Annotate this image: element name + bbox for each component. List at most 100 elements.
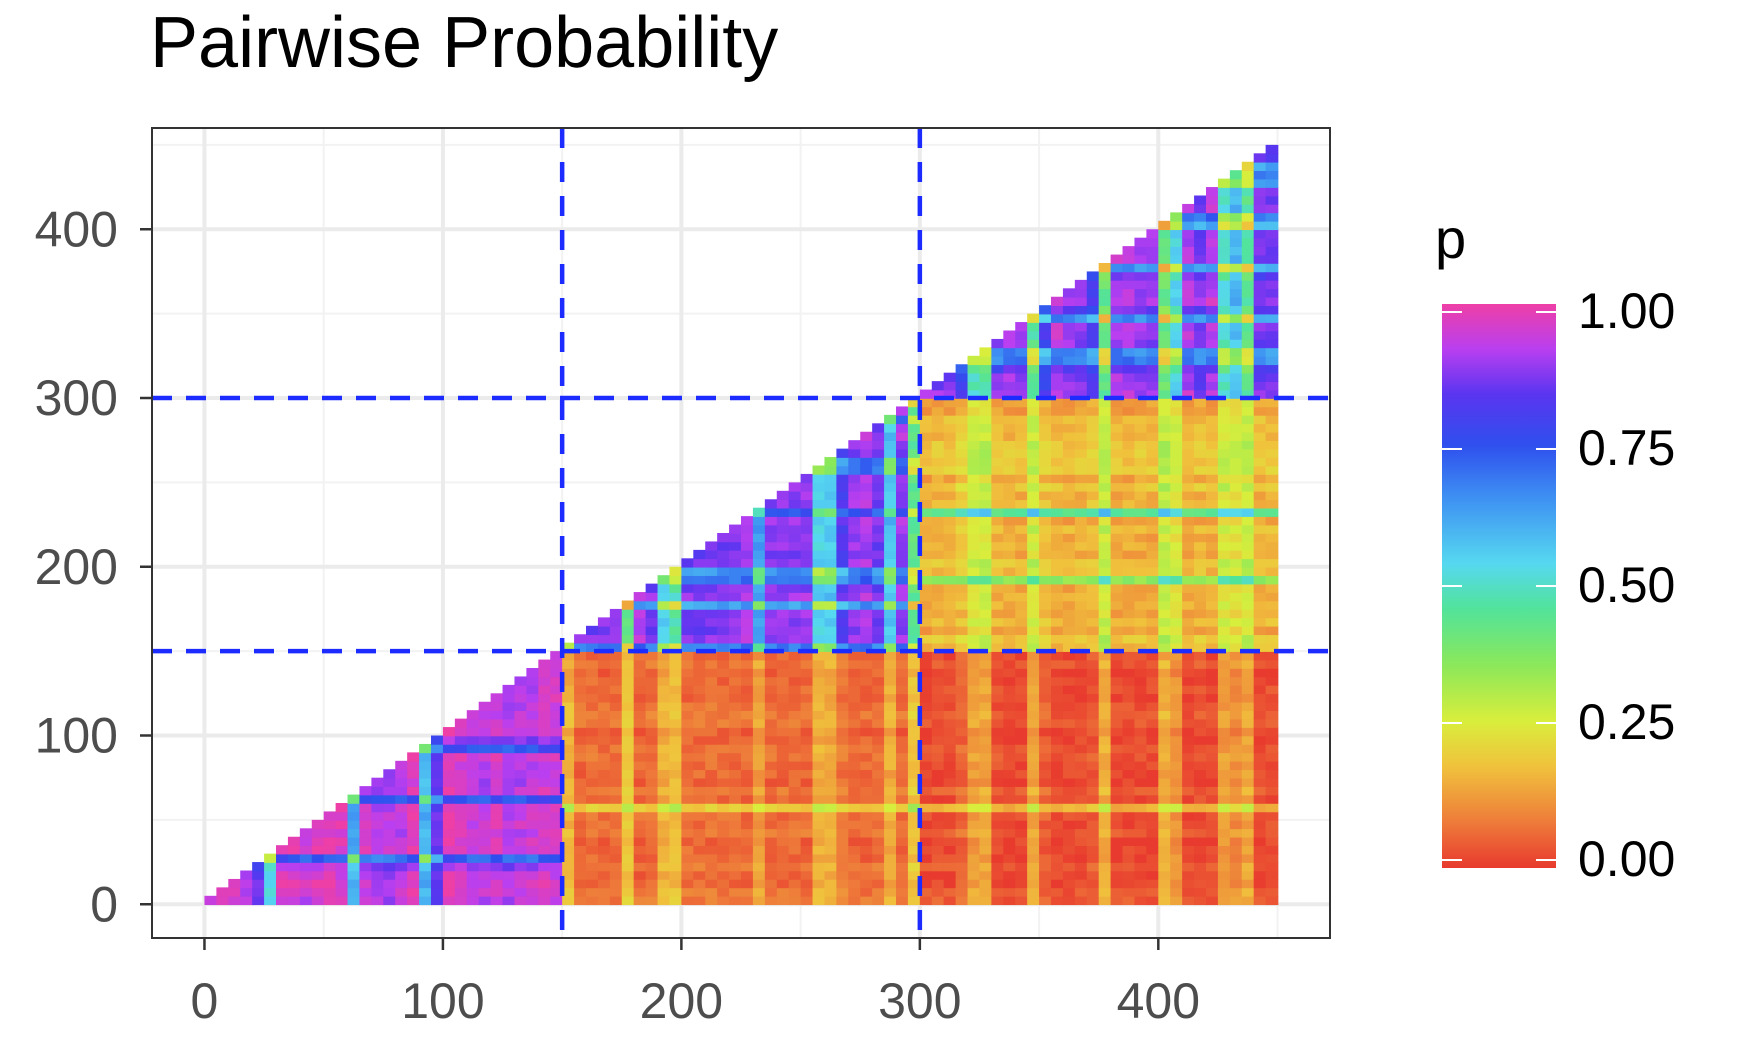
heatmap-cell: [872, 752, 885, 762]
heatmap-cell: [1241, 853, 1255, 863]
heatmap-cell: [943, 693, 957, 703]
heatmap-cell: [1182, 862, 1195, 872]
heatmap-cell: [490, 760, 504, 771]
heatmap-cell: [1217, 710, 1231, 720]
heatmap-cell: [1217, 431, 1231, 441]
heatmap-cell: [788, 862, 802, 872]
heatmap-cell: [1182, 203, 1195, 214]
heatmap-cell: [776, 558, 790, 568]
heatmap-cell: [1110, 803, 1124, 813]
heatmap-cell: [1062, 710, 1076, 720]
heatmap-cell: [1051, 566, 1064, 576]
heatmap-cell: [836, 710, 850, 720]
heatmap-cell: [764, 803, 778, 813]
heatmap-cell: [1122, 743, 1136, 754]
heatmap-cell: [1122, 355, 1136, 366]
heatmap-cell: [1206, 887, 1219, 897]
heatmap-cell: [943, 651, 957, 661]
heatmap-cell: [1241, 355, 1255, 366]
heatmap-cell: [1062, 533, 1076, 543]
heatmap-cell: [1051, 389, 1064, 399]
heatmap-cell: [1206, 237, 1219, 247]
heatmap-cell: [824, 828, 838, 838]
heatmap-cell: [1074, 330, 1088, 340]
heatmap-cell: [609, 743, 623, 754]
heatmap-cell: [1182, 338, 1195, 349]
heatmap-cell: [550, 710, 563, 720]
heatmap-cell: [1182, 533, 1195, 543]
heatmap-cell: [1206, 322, 1219, 332]
heatmap-cell: [1086, 541, 1100, 551]
heatmap-cell: [1134, 701, 1148, 711]
heatmap-cell: [1134, 870, 1148, 880]
heatmap-cell: [812, 482, 826, 492]
heatmap-cell: [466, 769, 480, 779]
heatmap-cell: [1062, 803, 1076, 813]
heatmap-cell: [526, 836, 540, 846]
heatmap-cell: [979, 718, 993, 728]
heatmap-cell: [1134, 659, 1148, 669]
heatmap-cell: [538, 701, 552, 711]
heatmap-cell: [955, 853, 969, 863]
heatmap-cell: [1122, 406, 1136, 416]
heatmap-cell: [1158, 490, 1172, 501]
heatmap-cell: [764, 625, 778, 636]
heatmap-cell: [919, 887, 933, 897]
heatmap-cell: [824, 676, 838, 686]
heatmap-cell: [419, 887, 432, 897]
heatmap-cell: [1194, 735, 1207, 745]
heatmap-cell: [1134, 381, 1148, 391]
heatmap-cell: [1110, 355, 1124, 366]
heatmap-cell: [431, 794, 444, 804]
heatmap-cell: [1265, 195, 1279, 205]
heatmap-cell: [1253, 279, 1267, 290]
heatmap-cell: [907, 735, 921, 745]
heatmap-cell: [764, 743, 778, 754]
heatmap-cell: [1146, 794, 1160, 804]
heatmap-cell: [1039, 364, 1052, 374]
heatmap-cell: [1206, 533, 1219, 543]
heatmap-cell: [657, 575, 671, 585]
heatmap-cell: [442, 752, 456, 762]
heatmap-cell: [717, 541, 730, 551]
heatmap-cell: [1229, 651, 1243, 661]
heatmap-cell: [1086, 668, 1100, 678]
heatmap-cell: [1110, 381, 1124, 391]
heatmap-cell: [466, 794, 480, 804]
heatmap-cell: [1241, 246, 1255, 256]
heatmap-cell: [478, 836, 492, 846]
heatmap-cell: [741, 549, 754, 560]
heatmap-cell: [1229, 743, 1243, 754]
heatmap-cell: [514, 811, 528, 821]
heatmap-cell: [717, 811, 730, 821]
heatmap-cell: [1003, 659, 1017, 669]
heatmap-cell: [419, 794, 432, 804]
heatmap-cell: [550, 862, 563, 872]
heatmap-cell: [812, 642, 826, 652]
heatmap-cell: [633, 803, 647, 813]
heatmap-cell: [860, 617, 873, 627]
heatmap-cell: [1158, 752, 1172, 762]
heatmap-cell: [550, 676, 563, 686]
heatmap-cell: [514, 777, 528, 787]
heatmap-cell: [1241, 431, 1255, 441]
heatmap-cell: [1217, 642, 1231, 652]
heatmap-cell: [1003, 490, 1017, 501]
heatmap-cell: [919, 541, 933, 551]
heatmap-cell: [586, 895, 599, 906]
heatmap-cell: [1194, 693, 1207, 703]
heatmap-cell: [1265, 592, 1279, 602]
heatmap-cell: [669, 625, 683, 636]
heatmap-cell: [1003, 634, 1017, 644]
heatmap-cell: [1182, 659, 1195, 669]
heatmap-cell: [1039, 811, 1052, 821]
heatmap-cell: [1253, 490, 1267, 501]
heatmap-cell: [1194, 853, 1207, 863]
heatmap-cell: [1027, 701, 1040, 711]
heatmap-cell: [1039, 836, 1052, 846]
heatmap-cell: [586, 743, 599, 754]
heatmap-cell: [991, 558, 1005, 568]
heatmap-cell: [717, 710, 730, 720]
heatmap-cell: [967, 828, 981, 838]
heatmap-cell: [764, 659, 778, 669]
